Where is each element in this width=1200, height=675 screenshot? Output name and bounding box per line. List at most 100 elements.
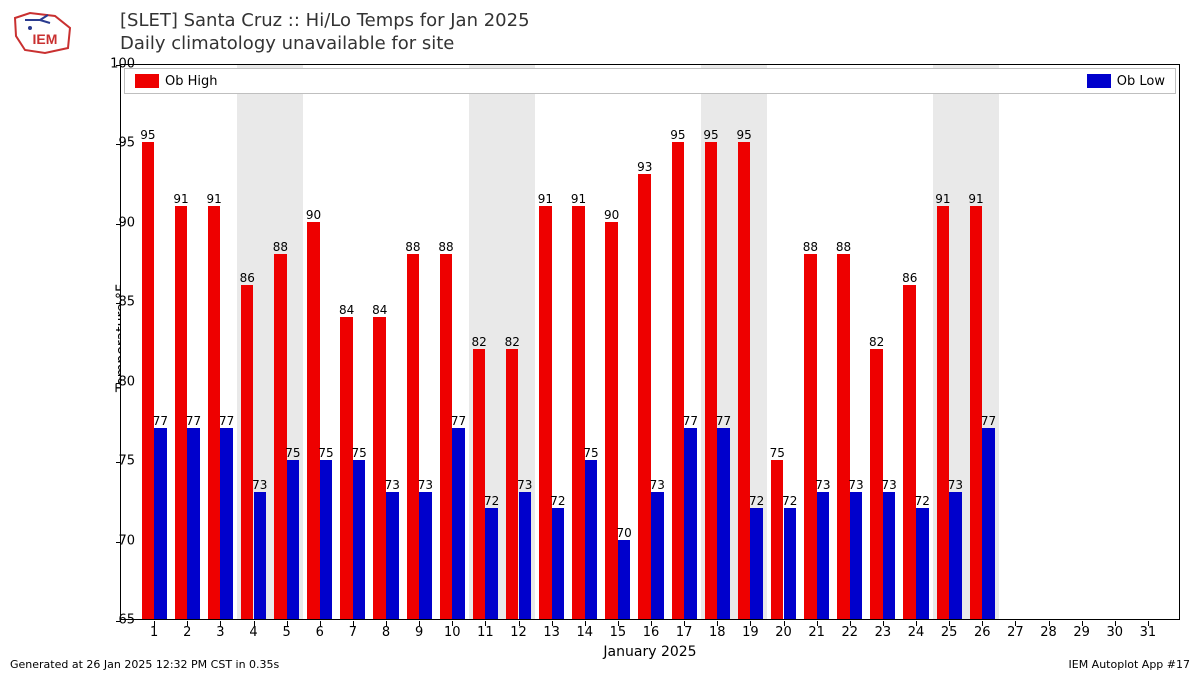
low-bar-label: 73: [848, 478, 863, 492]
low-bar-label: 75: [285, 446, 300, 460]
low-bar: [949, 492, 962, 619]
x-tick-mark: [982, 621, 983, 626]
high-bar-label: 82: [505, 335, 520, 349]
high-bar-label: 95: [670, 128, 685, 142]
bars-layer: 9577917791778673887590758475847388738877…: [121, 65, 1179, 619]
low-bar: [684, 428, 697, 619]
low-bar: [784, 508, 797, 619]
x-tick-label: 7: [349, 625, 357, 640]
x-tick-label: 9: [415, 625, 423, 640]
x-tick-mark: [817, 621, 818, 626]
x-tick-label: 14: [576, 625, 593, 640]
x-tick-mark: [1015, 621, 1016, 626]
x-tick-mark: [220, 621, 221, 626]
x-tick-mark: [784, 621, 785, 626]
high-bar-label: 95: [736, 128, 751, 142]
high-bar: [539, 206, 552, 619]
x-tick-label: 21: [808, 625, 825, 640]
high-bar: [274, 254, 287, 619]
high-bar: [307, 222, 320, 619]
legend-item-low: Ob Low: [1087, 74, 1165, 89]
x-tick-mark: [717, 621, 718, 626]
x-tick-label: 6: [316, 625, 324, 640]
high-bar: [241, 285, 254, 619]
legend-item-high: Ob High: [135, 74, 218, 89]
low-bar: [386, 492, 399, 619]
low-bar: [883, 492, 896, 619]
chart-title: [SLET] Santa Cruz :: Hi/Lo Temps for Jan…: [120, 10, 530, 55]
high-bar: [738, 142, 751, 619]
low-bar-label: 77: [451, 414, 466, 428]
x-tick-label: 8: [382, 625, 390, 640]
x-tick-mark: [519, 621, 520, 626]
low-bar: [982, 428, 995, 619]
low-bar: [916, 508, 929, 619]
low-bar-label: 73: [882, 478, 897, 492]
x-tick-mark: [287, 621, 288, 626]
low-bar: [519, 492, 532, 619]
low-bar-label: 72: [915, 494, 930, 508]
x-tick-mark: [1049, 621, 1050, 626]
low-bar: [750, 508, 763, 619]
high-bar-label: 75: [770, 446, 785, 460]
x-tick-label: 3: [216, 625, 224, 640]
y-tick-label: 80: [95, 374, 135, 389]
high-bar: [804, 254, 817, 619]
high-bar: [340, 317, 353, 619]
x-tick-label: 17: [676, 625, 693, 640]
high-bar-label: 91: [538, 192, 553, 206]
high-bar: [638, 174, 651, 619]
low-bar: [618, 540, 631, 619]
svg-text:IEM: IEM: [33, 31, 58, 47]
low-bar-label: 73: [385, 478, 400, 492]
high-bar: [175, 206, 188, 619]
high-bar-label: 90: [306, 208, 321, 222]
x-tick-label: 28: [1040, 625, 1057, 640]
low-bar: [419, 492, 432, 619]
x-tick-label: 27: [1007, 625, 1024, 640]
legend: Ob High Ob Low: [124, 68, 1176, 94]
footer-app: IEM Autoplot App #17: [1069, 658, 1191, 671]
iem-logo: IEM: [10, 8, 80, 58]
footer-generated: Generated at 26 Jan 2025 12:32 PM CST in…: [10, 658, 279, 671]
high-bar: [705, 142, 718, 619]
low-bar-label: 73: [418, 478, 433, 492]
x-tick-mark: [1115, 621, 1116, 626]
low-bar-label: 77: [683, 414, 698, 428]
x-tick-label: 16: [643, 625, 660, 640]
x-tick-label: 15: [610, 625, 627, 640]
high-bar-label: 91: [571, 192, 586, 206]
y-tick-label: 65: [95, 613, 135, 628]
high-bar: [771, 460, 784, 619]
y-tick-label: 90: [95, 215, 135, 230]
high-bar: [605, 222, 618, 619]
x-tick-mark: [949, 621, 950, 626]
high-bar-label: 88: [803, 240, 818, 254]
low-bar-label: 75: [318, 446, 333, 460]
y-tick-label: 70: [95, 533, 135, 548]
x-tick-label: 30: [1106, 625, 1123, 640]
legend-label-low: Ob Low: [1117, 74, 1165, 89]
high-bar: [473, 349, 486, 619]
low-bar-label: 72: [782, 494, 797, 508]
high-bar: [373, 317, 386, 619]
low-bar: [485, 508, 498, 619]
x-tick-label: 26: [974, 625, 991, 640]
high-bar: [208, 206, 221, 619]
high-bar-label: 84: [339, 303, 354, 317]
x-tick-label: 22: [841, 625, 858, 640]
high-bar: [903, 285, 916, 619]
low-bar-label: 73: [815, 478, 830, 492]
low-bar: [254, 492, 267, 619]
x-tick-label: 12: [510, 625, 527, 640]
low-bar: [287, 460, 300, 619]
low-bar: [187, 428, 200, 619]
low-bar: [452, 428, 465, 619]
x-tick-mark: [585, 621, 586, 626]
high-bar-label: 95: [140, 128, 155, 142]
x-tick-mark: [684, 621, 685, 626]
x-tick-mark: [916, 621, 917, 626]
x-tick-label: 23: [875, 625, 892, 640]
x-tick-label: 5: [282, 625, 290, 640]
low-bar: [585, 460, 598, 619]
